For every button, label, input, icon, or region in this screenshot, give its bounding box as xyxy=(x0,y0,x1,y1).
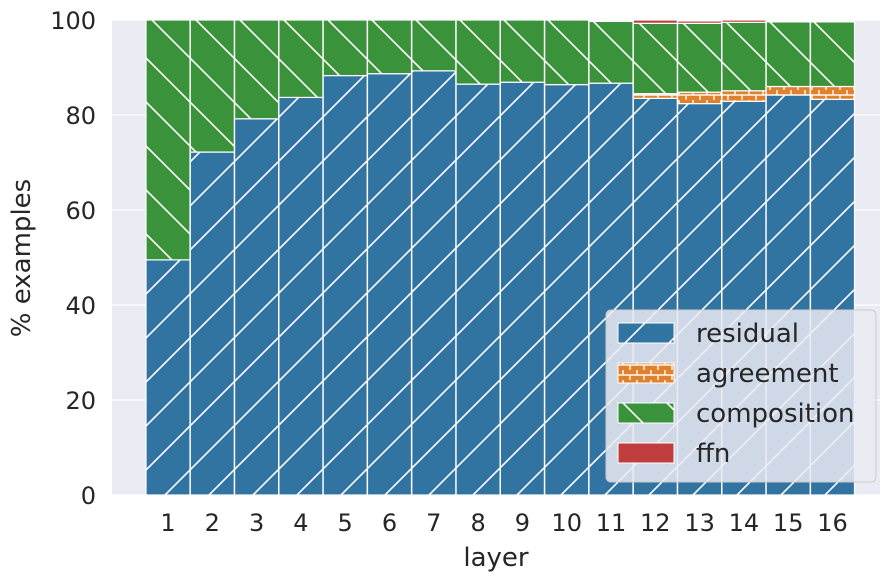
y-axis-label: % examples xyxy=(7,179,37,337)
bar-composition xyxy=(411,19,457,72)
x-tick-label: 1 xyxy=(160,509,175,537)
y-tick-label: 60 xyxy=(65,197,96,225)
bar-composition xyxy=(499,19,545,83)
bar-residual xyxy=(499,81,545,496)
y-tick-label: 80 xyxy=(65,102,96,130)
y-tick-label: 20 xyxy=(65,387,96,415)
bar-composition xyxy=(189,19,235,153)
bar-ffn xyxy=(676,20,723,24)
bar-composition xyxy=(322,19,368,77)
bar-residual xyxy=(455,83,501,496)
legend-swatch-composition xyxy=(617,402,675,424)
y-tick-label: 0 xyxy=(81,482,96,510)
x-tick-label: 7 xyxy=(426,509,441,537)
bar-composition xyxy=(145,19,191,261)
bar-residual xyxy=(322,74,368,496)
bar-residual xyxy=(278,96,324,496)
bar-composition xyxy=(278,19,324,99)
x-tick-label: 3 xyxy=(249,509,264,537)
bar-agreement xyxy=(721,90,767,102)
x-tick-label: 14 xyxy=(729,509,760,537)
x-tick-label: 15 xyxy=(773,509,804,537)
bar-agreement xyxy=(809,85,856,100)
x-tick-label: 13 xyxy=(684,509,715,537)
x-tick-label: 5 xyxy=(338,509,353,537)
bar-composition xyxy=(234,19,280,120)
y-tick-label: 100 xyxy=(50,7,96,35)
x-tick-label: 11 xyxy=(596,509,627,537)
bar-residual xyxy=(234,118,280,496)
legend-label-composition: composition xyxy=(696,399,855,429)
bar-residual xyxy=(366,73,413,496)
x-tick-label: 16 xyxy=(817,509,848,537)
bar-composition xyxy=(455,19,501,85)
legend: residual agreement composition ffn xyxy=(605,309,877,483)
bar-composition xyxy=(588,20,634,84)
bar-composition xyxy=(721,21,767,92)
bar-composition xyxy=(544,19,590,86)
x-tick-labels: 1 2 3 4 5 6 7 8 9 10 11 12 13 14 15 16 xyxy=(160,509,847,537)
bar-composition xyxy=(632,22,678,95)
bar-ffn xyxy=(765,20,811,23)
bar-agreement xyxy=(765,85,811,96)
bar-residual xyxy=(411,70,457,496)
x-tick-label: 9 xyxy=(515,509,530,537)
bar-composition xyxy=(809,21,856,88)
bar-agreement xyxy=(632,93,678,99)
bar-ffn xyxy=(632,19,678,24)
legend-swatch-residual xyxy=(617,322,675,344)
legend-swatch-ffn xyxy=(617,442,675,464)
bar-residual xyxy=(544,83,590,496)
x-tick-label: 4 xyxy=(293,509,308,537)
legend-swatch-agreement xyxy=(617,362,675,384)
x-axis-label: layer xyxy=(463,543,529,573)
bar-composition xyxy=(676,22,723,93)
legend-label-residual: residual xyxy=(696,319,799,349)
legend-box xyxy=(605,309,877,483)
bar-residual xyxy=(189,151,235,496)
bar-ffn xyxy=(721,19,767,23)
legend-label-agreement: agreement xyxy=(696,359,839,389)
bar-composition xyxy=(366,19,413,75)
y-tick-label: 40 xyxy=(65,292,96,320)
x-tick-label: 12 xyxy=(640,509,671,537)
x-tick-label: 6 xyxy=(382,509,397,537)
bar-residual xyxy=(145,259,191,496)
x-tick-label: 8 xyxy=(470,509,485,537)
y-tick-labels: 0 20 40 60 80 100 xyxy=(50,7,96,510)
x-tick-label: 10 xyxy=(551,509,582,537)
legend-label-ffn: ffn xyxy=(696,439,730,469)
bar-agreement xyxy=(676,91,723,105)
x-tick-label: 2 xyxy=(205,509,220,537)
bar-composition xyxy=(765,21,811,88)
